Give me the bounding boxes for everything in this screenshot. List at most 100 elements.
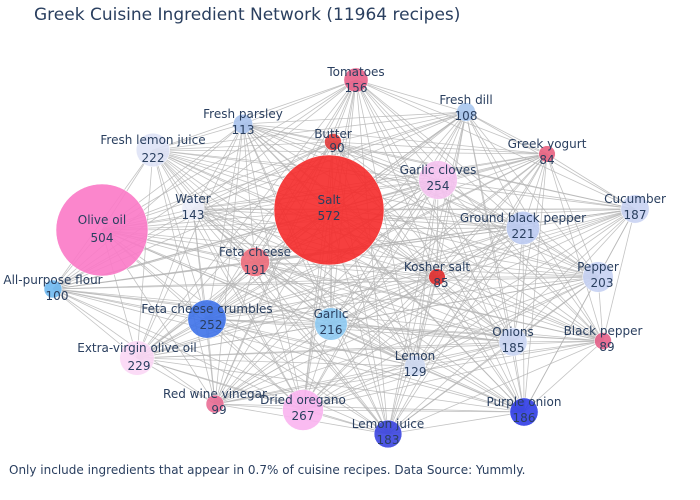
- network-edge: [206, 318, 304, 411]
- network-edge: [523, 276, 599, 413]
- node-garlic-cloves[interactable]: Garlic cloves 254: [400, 160, 477, 200]
- network-edge: [254, 261, 438, 278]
- node-marker[interactable]: [343, 67, 369, 93]
- node-pepper[interactable]: Pepper 203: [577, 260, 619, 293]
- node-count-label: 191: [244, 263, 267, 277]
- node-marker[interactable]: [538, 145, 556, 163]
- node-name-label: Purple onion: [487, 395, 562, 409]
- node-all-purpose-flour[interactable]: All-purpose flour 100: [3, 273, 102, 303]
- network-edge: [206, 318, 514, 343]
- node-olive-oil[interactable]: Olive oil 504: [55, 183, 149, 277]
- node-marker[interactable]: [205, 394, 225, 414]
- node-name-label: Kosher salt: [404, 260, 471, 274]
- node-marker[interactable]: [181, 197, 205, 221]
- node-marker[interactable]: [135, 132, 171, 168]
- node-marker[interactable]: [428, 268, 446, 286]
- network-edge: [136, 79, 357, 359]
- node-salt[interactable]: Salt 572: [273, 154, 385, 266]
- network-edge: [512, 208, 636, 343]
- node-greek-yogurt[interactable]: Greek yogurt 84: [508, 137, 587, 167]
- node-feta-cheese-crumbles[interactable]: Feta cheese crumbles 252: [141, 299, 273, 339]
- network-edge: [52, 276, 599, 290]
- node-fresh-lemon-juice[interactable]: Fresh lemon juice 222: [100, 132, 206, 168]
- node-marker[interactable]: [273, 154, 385, 266]
- node-marker[interactable]: [509, 397, 539, 427]
- node-onions[interactable]: Onions 185: [492, 325, 534, 357]
- network-edge: [302, 409, 525, 413]
- node-name-label: All-purpose flour: [3, 273, 102, 287]
- node-marker[interactable]: [594, 332, 612, 350]
- node-dried-oregano[interactable]: Dried oregano 267: [260, 389, 346, 431]
- node-name-label: Greek yogurt: [508, 137, 587, 151]
- network-edge: [192, 141, 334, 210]
- node-count-label: 222: [142, 151, 165, 165]
- network-edge: [101, 179, 439, 231]
- node-name-label: Feta cheese: [219, 245, 291, 259]
- node-marker[interactable]: [582, 261, 614, 293]
- node-lemon[interactable]: Lemon 129: [395, 349, 436, 379]
- node-marker[interactable]: [456, 102, 476, 122]
- node-marker[interactable]: [324, 133, 342, 151]
- node-count-label: 99: [211, 403, 226, 417]
- network-edge: [101, 229, 604, 342]
- node-marker[interactable]: [43, 279, 63, 299]
- network-edge: [242, 123, 548, 155]
- node-marker[interactable]: [233, 114, 253, 134]
- node-black-pepper[interactable]: Black pepper 89: [564, 324, 643, 354]
- network-edge: [214, 323, 332, 405]
- node-marker[interactable]: [498, 327, 528, 357]
- node-marker[interactable]: [418, 160, 458, 200]
- node-ground-black-pepper[interactable]: Ground black pepper 221: [460, 211, 586, 245]
- network-nodes: Tomatoes 156 Fresh dill 108 Fresh parsley 113…: [3, 65, 666, 449]
- node-tomatoes[interactable]: Tomatoes 156: [326, 65, 384, 95]
- node-name-label: Water: [175, 192, 211, 206]
- node-count-label: 267: [292, 409, 315, 423]
- network-edge: [192, 208, 514, 343]
- network-edge: [302, 340, 604, 411]
- network-edge: [206, 227, 524, 320]
- network-edge: [355, 79, 438, 278]
- network-edge: [152, 149, 389, 435]
- node-marker[interactable]: [282, 389, 324, 431]
- node-marker[interactable]: [506, 211, 540, 245]
- node-extra-virgin-olive-oil[interactable]: Extra-virgin olive oil 229: [77, 340, 197, 376]
- network-edge: [242, 79, 357, 125]
- node-count-label: 143: [182, 208, 205, 222]
- network-edge: [101, 229, 514, 343]
- node-feta-cheese[interactable]: Feta cheese 191: [219, 245, 291, 277]
- node-kosher-salt[interactable]: Kosher salt 85: [404, 260, 471, 290]
- node-marker[interactable]: [119, 340, 155, 376]
- node-marker[interactable]: [620, 194, 650, 224]
- node-name-label: Feta cheese crumbles: [141, 302, 272, 316]
- network-edge: [330, 323, 604, 342]
- node-marker[interactable]: [404, 355, 426, 377]
- node-fresh-dill[interactable]: Fresh dill 108: [439, 93, 492, 123]
- network-edge: [387, 411, 525, 435]
- network-edge: [332, 141, 548, 155]
- network-edge: [206, 276, 438, 320]
- node-name-label: Salt: [317, 193, 340, 207]
- node-red-wine-vinegar[interactable]: Red wine vinegar 99: [163, 387, 267, 417]
- node-purple-onion[interactable]: Purple onion 186: [487, 395, 562, 427]
- node-fresh-parsley[interactable]: Fresh parsley 113: [203, 107, 283, 137]
- node-cucumber[interactable]: Cucumber 187: [604, 192, 666, 224]
- chart-title: Greek Cuisine Ingredient Network (11964 …: [34, 5, 461, 25]
- node-name-label: Fresh dill: [439, 93, 492, 107]
- node-water[interactable]: Water 143: [175, 192, 211, 222]
- node-lemon-juice[interactable]: Lemon juice 183: [352, 417, 425, 449]
- network-edge: [330, 179, 439, 325]
- network-edge: [387, 276, 438, 435]
- node-marker[interactable]: [187, 299, 227, 339]
- network-edge: [254, 261, 389, 435]
- node-count-label: 89: [599, 340, 614, 354]
- node-garlic[interactable]: Garlic 216: [314, 307, 349, 341]
- network-edge: [136, 357, 416, 367]
- network-edge: [302, 227, 524, 411]
- node-marker[interactable]: [240, 247, 270, 277]
- node-marker[interactable]: [314, 307, 348, 341]
- node-marker[interactable]: [373, 419, 403, 449]
- node-name-label: Extra-virgin olive oil: [77, 341, 197, 355]
- network-edge: [206, 208, 636, 320]
- node-marker[interactable]: [55, 183, 149, 277]
